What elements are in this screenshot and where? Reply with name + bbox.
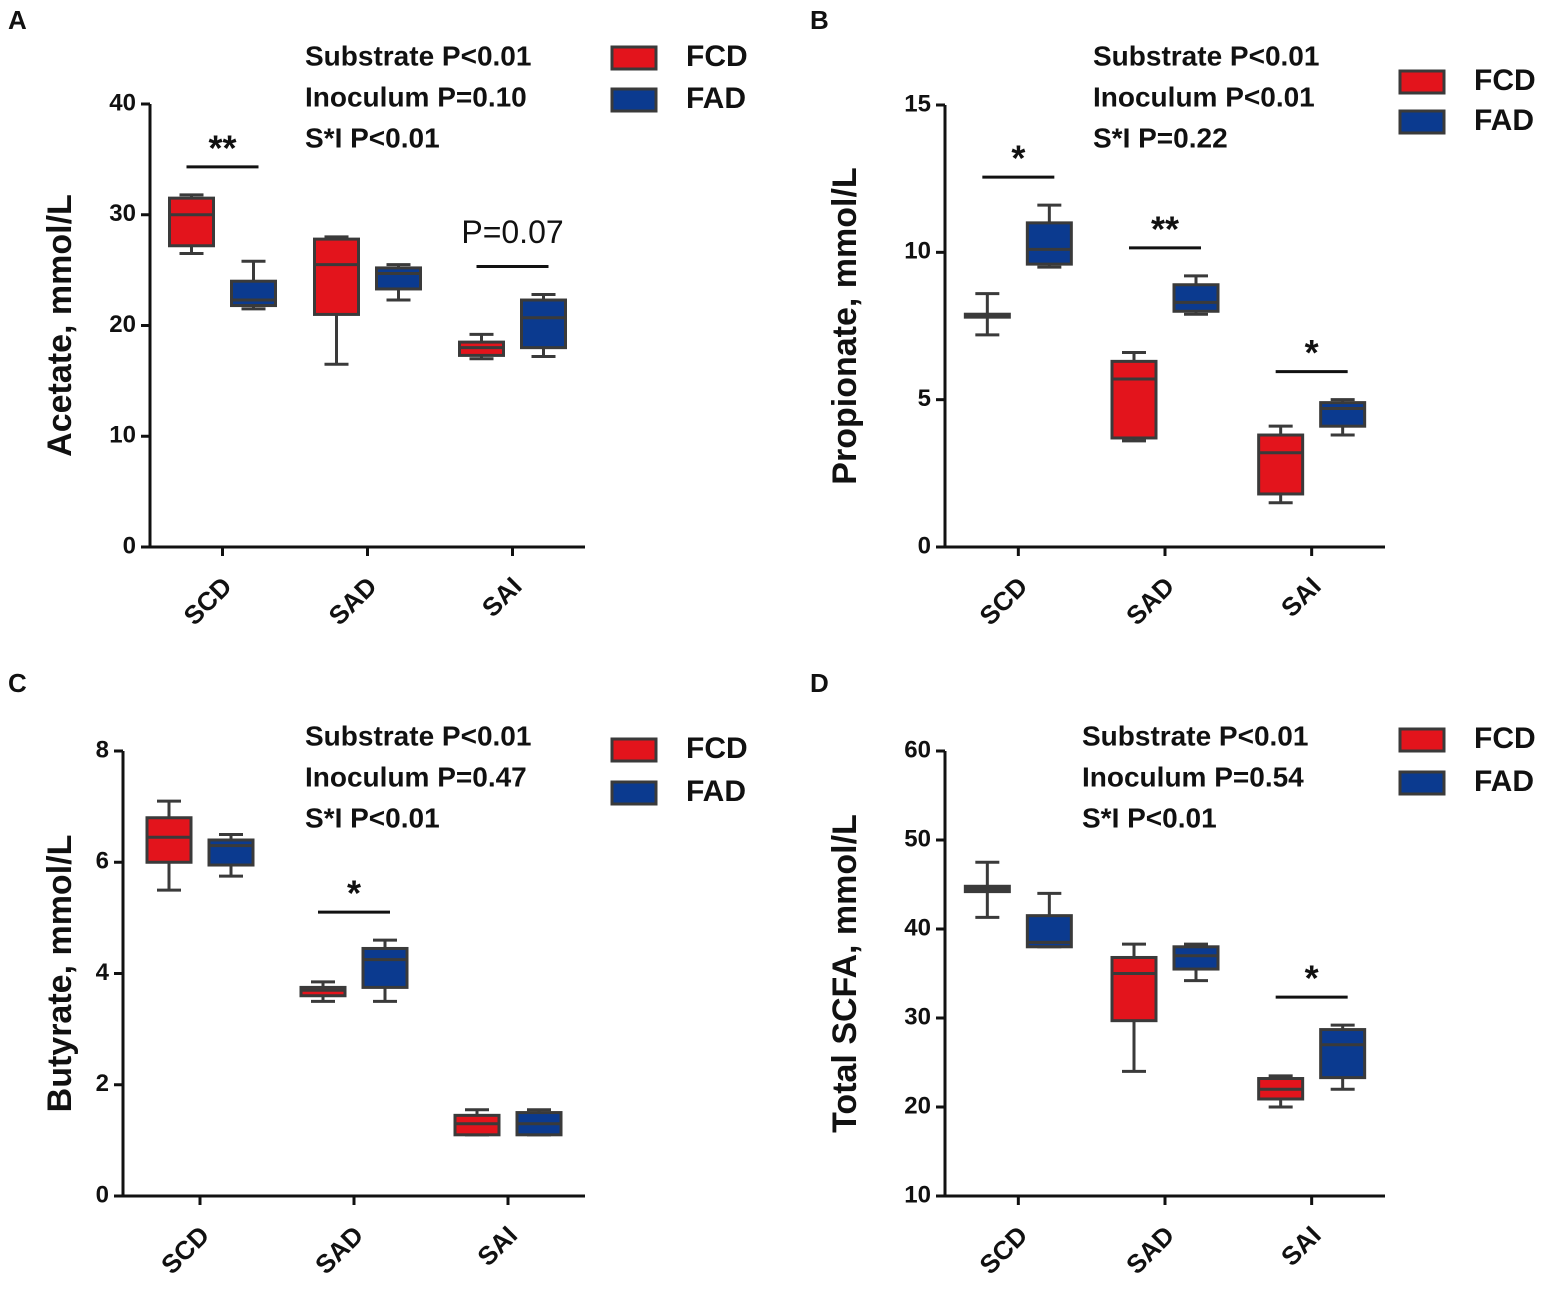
- box: [1025, 221, 1073, 266]
- significance-label: P=0.07: [461, 214, 563, 250]
- stats-text: Inoculum P<0.01: [1093, 81, 1315, 112]
- x-tick-label: SAD: [1120, 571, 1180, 631]
- y-tick-label: 15: [904, 90, 931, 117]
- y-tick-label: 2: [96, 1070, 109, 1097]
- box: [1172, 945, 1220, 971]
- legend-label: FAD: [686, 82, 746, 115]
- box: [168, 196, 215, 248]
- legend-swatch: [610, 737, 658, 763]
- box: [361, 946, 409, 989]
- stats-text: Substrate P<0.01: [305, 40, 531, 71]
- legend-label: FAD: [1474, 104, 1534, 137]
- panel-letter: D: [810, 668, 829, 698]
- y-tick-label: 5: [918, 385, 931, 412]
- y-tick-label: 30: [109, 200, 136, 227]
- x-tick-label: SAD: [1120, 1220, 1180, 1280]
- stats-text: S*I P<0.01: [305, 122, 440, 153]
- stats-text: Substrate P<0.01: [1082, 720, 1308, 751]
- box: [375, 266, 422, 291]
- significance-label: **: [1151, 208, 1179, 249]
- x-tick-label: SAD: [309, 1220, 369, 1280]
- legend-swatch: [1398, 109, 1446, 135]
- y-tick-label: 40: [109, 89, 136, 116]
- panel-letter: C: [8, 668, 27, 698]
- legend-swatch: [1398, 770, 1446, 796]
- x-tick-label: SCD: [973, 571, 1033, 631]
- stats-text: S*I P<0.01: [305, 802, 440, 833]
- y-tick-label: 40: [904, 914, 931, 941]
- y-axis-label: Propionate, mmol/L: [826, 167, 864, 484]
- legend-swatch: [610, 45, 658, 71]
- legend-label: FAD: [686, 775, 746, 808]
- x-tick-label: SAI: [471, 1220, 523, 1272]
- legend-swatch: [1398, 727, 1446, 753]
- box: [1172, 283, 1220, 313]
- box: [1319, 401, 1367, 428]
- y-tick-label: 10: [904, 238, 931, 265]
- y-axis-label: Acetate, mmol/L: [41, 194, 79, 457]
- stats-text: Inoculum P=0.54: [1082, 761, 1304, 792]
- stats-text: Inoculum P=0.47: [305, 761, 527, 792]
- significance-label: *: [1305, 958, 1319, 999]
- legend-label: FCD: [1474, 64, 1536, 97]
- y-tick-label: 20: [904, 1092, 931, 1119]
- significance-label: **: [208, 127, 236, 168]
- y-tick-label: 4: [96, 959, 110, 986]
- legend-label: FCD: [686, 40, 748, 73]
- y-tick-label: 8: [96, 736, 109, 763]
- stats-text: Inoculum P=0.10: [305, 81, 527, 112]
- stats-text: S*I P<0.01: [1082, 802, 1217, 833]
- y-axis-label: Butyrate, mmol/L: [41, 835, 79, 1113]
- legend-label: FCD: [1474, 722, 1536, 755]
- box: [1257, 433, 1305, 496]
- legend-swatch: [610, 87, 658, 113]
- x-tick-label: SAD: [323, 571, 383, 631]
- x-tick-label: SCD: [973, 1220, 1033, 1280]
- box: [1319, 1028, 1367, 1080]
- significance-label: *: [347, 873, 361, 914]
- y-tick-label: 10: [904, 1181, 931, 1208]
- significance-label: *: [1011, 138, 1025, 179]
- box: [1110, 359, 1158, 440]
- box: [1110, 955, 1158, 1023]
- box: [207, 838, 255, 867]
- legend-swatch: [1398, 69, 1446, 95]
- y-tick-label: 6: [96, 848, 109, 875]
- stats-text: Substrate P<0.01: [1093, 40, 1319, 71]
- box: [520, 298, 567, 350]
- legend-label: FCD: [686, 732, 748, 765]
- box: [313, 237, 360, 316]
- panel-letter: B: [810, 5, 829, 35]
- y-tick-label: 0: [123, 532, 136, 559]
- y-axis-label: Total SCFA, mmol/L: [826, 814, 864, 1133]
- y-tick-label: 0: [918, 532, 931, 559]
- x-tick-label: SAI: [1275, 571, 1327, 623]
- x-tick-label: SCD: [155, 1220, 215, 1280]
- y-tick-label: 50: [904, 825, 931, 852]
- y-tick-label: 60: [904, 736, 931, 763]
- box: [230, 279, 277, 308]
- stats-text: Substrate P<0.01: [305, 720, 531, 751]
- y-tick-label: 0: [96, 1181, 109, 1208]
- significance-label: *: [1305, 332, 1319, 373]
- y-tick-label: 20: [109, 311, 136, 338]
- y-tick-label: 30: [904, 1003, 931, 1030]
- legend-swatch: [610, 780, 658, 806]
- box: [145, 816, 193, 864]
- stats-text: S*I P=0.22: [1093, 122, 1228, 153]
- y-tick-label: 10: [109, 422, 136, 449]
- panel-letter: A: [8, 5, 27, 35]
- x-tick-label: SAI: [476, 571, 528, 623]
- x-tick-label: SAI: [1275, 1220, 1327, 1272]
- legend-label: FAD: [1474, 765, 1534, 798]
- x-tick-label: SCD: [178, 571, 238, 631]
